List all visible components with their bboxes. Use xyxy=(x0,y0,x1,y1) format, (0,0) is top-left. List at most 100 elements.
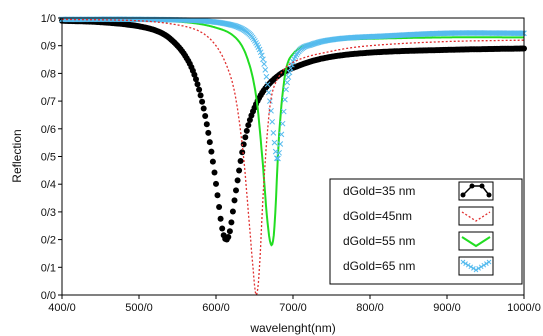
legend-swatch-line xyxy=(461,211,491,222)
legend-swatch-point xyxy=(469,183,475,189)
series-point xyxy=(208,148,215,155)
series-point xyxy=(286,69,293,76)
series-point xyxy=(283,86,289,93)
series-point xyxy=(273,155,280,162)
legend-swatch-point xyxy=(460,192,466,198)
y-tick-label: 0/1 xyxy=(41,262,56,274)
legend-swatch-point xyxy=(484,261,489,266)
series-point xyxy=(205,129,212,136)
series-point xyxy=(214,192,221,199)
x-tick-label: 600/0 xyxy=(202,302,230,314)
series-layer xyxy=(59,16,527,297)
legend: dGold=35 nm dGold=45nm dGold=55 nm dGold=65… xyxy=(329,178,523,285)
legend-label: dGold=55 nm xyxy=(343,234,415,248)
legend-swatch-box xyxy=(458,181,494,201)
legend-swatch-point xyxy=(471,266,476,271)
series-point xyxy=(257,49,264,56)
series-point xyxy=(265,89,272,96)
y-axis-title: Reflection xyxy=(10,129,24,182)
legend-swatch-point xyxy=(476,266,481,271)
series-point xyxy=(280,108,287,115)
y-tick-label: 0/8 xyxy=(41,68,56,80)
x-tick-label: 800/0 xyxy=(356,302,384,314)
series-point xyxy=(519,30,526,37)
y-tick-label: 0/6 xyxy=(41,124,56,136)
series-point xyxy=(206,139,213,146)
ticks-layer: 400/0 500/0 600/0 700/0 800/0 900/0 1000/0 0/0 0… xyxy=(41,13,541,314)
series-point xyxy=(262,67,269,73)
legend-swatch-point xyxy=(468,264,474,270)
x-axis-title: wavelenght(nm) xyxy=(249,321,335,335)
series-point xyxy=(277,141,284,147)
legend-label: dGold=45nm xyxy=(343,209,412,223)
series-point xyxy=(229,208,236,215)
series-point xyxy=(243,127,250,134)
y-tick-label: 0/9 xyxy=(41,41,56,53)
series-point xyxy=(268,107,274,114)
series-point xyxy=(278,131,285,138)
series-point xyxy=(203,121,210,128)
x-tick-label: 1000/0 xyxy=(507,302,541,314)
series-point xyxy=(193,76,199,83)
series-point xyxy=(226,228,233,235)
series-point xyxy=(518,30,525,37)
series-point xyxy=(191,71,198,78)
series-point xyxy=(197,92,204,99)
legend-swatch-point xyxy=(486,192,492,198)
series-point xyxy=(209,158,216,165)
series-point xyxy=(213,180,219,187)
series-point xyxy=(288,61,295,68)
series-point xyxy=(233,187,239,194)
legend-swatch-point xyxy=(465,262,471,268)
series-point xyxy=(269,118,276,125)
legend-swatch-point xyxy=(463,261,468,266)
series-point xyxy=(284,79,291,86)
series-line xyxy=(62,18,524,297)
series-point xyxy=(211,169,218,176)
legend-swatch-box xyxy=(458,256,494,276)
series-point xyxy=(258,52,265,59)
series-2 xyxy=(62,18,524,297)
series-point xyxy=(260,56,266,63)
series-point xyxy=(272,148,279,155)
x-tick-label: 700/0 xyxy=(279,302,307,314)
legend-swatch-box xyxy=(458,206,494,226)
y-tick-label: 0/3 xyxy=(41,207,56,219)
legend-swatch-line xyxy=(461,236,491,248)
y-tick-label: 0/0 xyxy=(41,290,56,302)
series-point xyxy=(271,139,278,146)
series-point xyxy=(261,61,267,67)
series-point xyxy=(276,149,282,156)
y-tick-label: 0/2 xyxy=(41,235,56,247)
series-1 xyxy=(59,17,527,243)
series-point xyxy=(270,130,277,136)
legend-swatch-point xyxy=(481,262,487,268)
legend-swatch-point xyxy=(479,183,485,189)
legend-swatch-point xyxy=(486,259,492,265)
legend-label: dGold=35 nm xyxy=(343,184,415,198)
series-point xyxy=(236,167,243,174)
x-tick-label: 400/0 xyxy=(48,302,76,314)
legend-swatch-line xyxy=(462,185,490,196)
series-point xyxy=(279,120,286,127)
series-point xyxy=(237,158,244,164)
x-tick-label: 900/0 xyxy=(433,302,461,314)
y-tick-label: 1/0 xyxy=(41,13,56,25)
series-point xyxy=(196,86,203,93)
series-point xyxy=(245,122,252,129)
legend-swatch-point xyxy=(473,267,479,273)
series-point xyxy=(217,215,224,222)
series-point xyxy=(234,177,241,184)
series-point xyxy=(228,219,235,226)
series-point xyxy=(219,225,226,232)
series-point xyxy=(231,197,238,204)
legend-swatch-box xyxy=(458,231,494,251)
series-point xyxy=(282,96,288,103)
series-point xyxy=(194,81,201,88)
legend-swatch-point xyxy=(460,259,466,265)
legend-label: dGold=65 nm xyxy=(343,259,415,273)
series-point xyxy=(200,105,207,112)
series-point xyxy=(202,113,209,119)
series-point xyxy=(242,134,249,141)
